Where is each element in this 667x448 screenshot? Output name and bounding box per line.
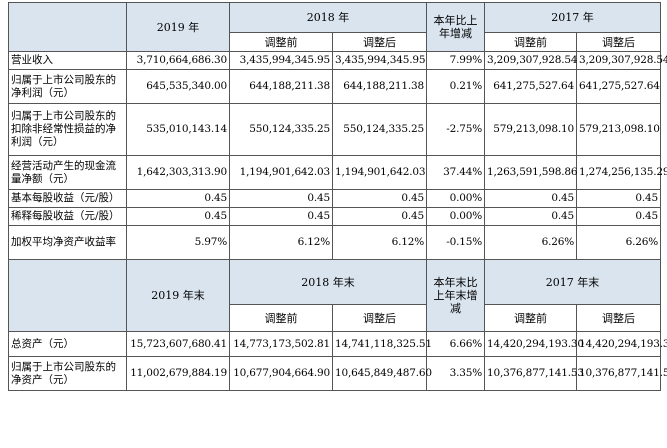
value-2018-after: 550,124,335.25 <box>332 103 427 156</box>
value-2017-before: 3,209,307,928.54 <box>484 51 578 70</box>
header-change-end: 本年末比上年末增减 <box>426 259 485 332</box>
header-blank <box>8 2 127 52</box>
value-2017-after: 641,275,527.64 <box>576 69 661 104</box>
value-2018-after: 6.12% <box>332 225 427 260</box>
header-2018-before: 调整前 <box>229 304 333 332</box>
value-2017-before: 641,275,527.64 <box>484 69 577 104</box>
header-2019: 2019 年 <box>126 2 230 52</box>
header-blank <box>8 259 127 332</box>
value-2018-before: 550,124,335.25 <box>229 103 333 156</box>
table-row: 归属于上市公司股东的扣除非经常性损益的净利润（元） 535,010,143.14… <box>8 103 661 156</box>
value-2018-before: 14,773,173,502.81 <box>229 331 333 357</box>
value-2018-before: 1,194,901,642.03 <box>229 155 333 190</box>
value-2018-after: 14,741,118,325.51 <box>332 331 432 357</box>
value-2017-after: 0.45 <box>576 189 661 208</box>
value-change: -0.15% <box>426 225 485 260</box>
value-2018-before: 3,435,994,345.95 <box>229 51 333 70</box>
value-2017-before: 0.45 <box>484 207 577 226</box>
value-2019: 3,710,664,686.30 <box>126 51 230 70</box>
header-2017: 2017 年 <box>484 2 661 33</box>
table-row: 经营活动产生的现金流量净额（元） 1,642,303,313.90 1,194,… <box>8 155 667 190</box>
value-2019: 11,002,679,884.19 <box>126 356 230 391</box>
value-change: 0.00% <box>426 189 485 208</box>
row-label: 经营活动产生的现金流量净额（元） <box>8 155 127 190</box>
value-2017-before: 6.26% <box>484 225 577 260</box>
value-2019: 645,535,340.00 <box>126 69 230 104</box>
value-2018-after: 10,645,849,487.60 <box>332 356 432 391</box>
value-2017-after: 6.26% <box>576 225 661 260</box>
value-2018-before: 644,188,211.38 <box>229 69 333 104</box>
header-2018: 2018 年 <box>229 2 427 33</box>
header-2017-before: 调整前 <box>484 32 577 52</box>
value-2017-after: 579,213,098.10 <box>576 103 661 156</box>
header-2017-after: 调整后 <box>576 32 661 52</box>
table-row: 基本每股收益（元/股） 0.45 0.45 0.45 0.00% 0.45 0.… <box>8 189 661 208</box>
value-change: 3.35% <box>426 356 485 391</box>
value-2018-after: 644,188,211.38 <box>332 69 427 104</box>
value-2017-before: 579,213,098.10 <box>484 103 577 156</box>
value-change: 6.66% <box>426 331 485 357</box>
table-row: 总资产（元） 15,723,607,680.41 14,773,173,502.… <box>8 331 667 357</box>
value-change: 0.00% <box>426 207 485 226</box>
value-2017-after: 1,274,256,135.29 <box>576 155 667 190</box>
value-2018-after: 0.45 <box>332 189 427 208</box>
financial-summary-table: 2019 年 2018 年 本年比上年增减 2017 年 调整前 调整后 调整前… <box>8 2 667 391</box>
row-label: 加权平均净资产收益率 <box>8 225 127 260</box>
header-2018-end: 2018 年末 <box>229 259 427 305</box>
value-change: -2.75% <box>426 103 485 156</box>
value-2017-before: 10,376,877,141.53 <box>484 356 584 391</box>
table-row: 加权平均净资产收益率 5.97% 6.12% 6.12% -0.15% 6.26… <box>8 225 661 260</box>
table-row: 稀释每股收益（元/股） 0.45 0.45 0.45 0.00% 0.45 0.… <box>8 207 661 226</box>
value-change: 0.21% <box>426 69 485 104</box>
value-2017-after: 0.45 <box>576 207 661 226</box>
value-2018-before: 0.45 <box>229 189 333 208</box>
row-label: 归属于上市公司股东的扣除非经常性损益的净利润（元） <box>8 103 127 156</box>
value-2018-after: 1,194,901,642.03 <box>332 155 427 190</box>
header-change: 本年比上年增减 <box>426 2 485 52</box>
header-2018-before: 调整前 <box>229 32 333 52</box>
table-row: 归属于上市公司股东的净利润（元） 645,535,340.00 644,188,… <box>8 69 661 104</box>
value-2017-after: 14,420,294,193.30 <box>576 331 667 357</box>
value-change: 7.99% <box>426 51 485 70</box>
row-label: 归属于上市公司股东的净利润（元） <box>8 69 127 104</box>
value-2017-before: 14,420,294,193.30 <box>484 331 584 357</box>
value-2018-before: 0.45 <box>229 207 333 226</box>
row-label: 稀释每股收益（元/股） <box>8 207 127 226</box>
value-change: 37.44% <box>426 155 485 190</box>
value-2019: 535,010,143.14 <box>126 103 230 156</box>
header-2017-before: 调整前 <box>484 304 577 332</box>
header-2018-after: 调整后 <box>332 304 427 332</box>
value-2017-before: 0.45 <box>484 189 577 208</box>
header-2018-after: 调整后 <box>332 32 427 52</box>
table-row: 归属于上市公司股东的净资产（元） 11,002,679,884.19 10,67… <box>8 356 667 391</box>
header-2017-after: 调整后 <box>576 304 661 332</box>
value-2019: 0.45 <box>126 207 230 226</box>
value-2017-after: 10,376,877,141.53 <box>576 356 667 391</box>
value-2018-after: 3,435,994,345.95 <box>332 51 427 70</box>
value-2018-before: 10,677,904,664.90 <box>229 356 333 391</box>
table-row: 营业收入 3,710,664,686.30 3,435,994,345.95 3… <box>8 51 667 70</box>
row-label: 营业收入 <box>8 51 127 70</box>
value-2019: 0.45 <box>126 189 230 208</box>
value-2018-before: 6.12% <box>229 225 333 260</box>
value-2017-after: 3,209,307,928.54 <box>576 51 667 70</box>
value-2018-after: 0.45 <box>332 207 427 226</box>
value-2019: 1,642,303,313.90 <box>126 155 230 190</box>
header-2019-end: 2019 年末 <box>126 259 230 332</box>
row-label: 总资产（元） <box>8 331 127 357</box>
value-2019: 15,723,607,680.41 <box>126 331 230 357</box>
row-label: 归属于上市公司股东的净资产（元） <box>8 356 127 391</box>
value-2019: 5.97% <box>126 225 230 260</box>
row-label: 基本每股收益（元/股） <box>8 189 127 208</box>
value-2017-before: 1,263,591,598.86 <box>484 155 578 190</box>
header-2017-end: 2017 年末 <box>484 259 661 305</box>
